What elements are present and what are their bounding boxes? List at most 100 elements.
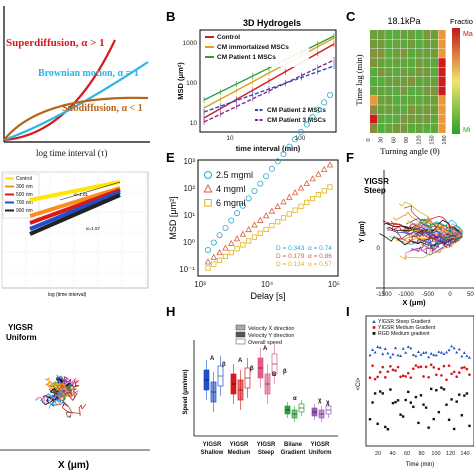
panel-i-point [442,388,446,391]
panel-e-point [303,121,310,128]
panel-i-point [419,353,423,356]
panel-c-heat-cell [377,39,385,49]
panel-d-alpha-2: α=1.57 [86,226,100,231]
panel-c-heat-cell [430,77,438,86]
panel-i-point [371,364,374,367]
panel-c-heat-cell [370,114,378,124]
panel-d-legend-label: 300 nm [16,184,33,190]
panel-b-letter: B [166,9,175,24]
panel-c-heat-cell [400,124,408,133]
panel-e-point [240,242,246,248]
panel-i-point [437,410,441,414]
panel-i-point [401,347,405,350]
panel-c-x-tick: 60 [391,137,397,143]
panel-c-heat-cell [423,30,431,39]
panel-c-heat-cell [415,48,423,58]
panel-c-colorbar-low: Mi [463,127,471,134]
panel-i-point [422,351,426,354]
panel-i-x-ticks: 20 40 60 80 100 120 140 [375,451,470,457]
panel-i-point [376,345,380,348]
panel-c-x-axis-label: Turning angle (θ) [380,146,440,156]
panel-c-heat-cell [370,39,378,49]
panel-i-legend-marker [372,320,376,323]
panel-h-group-letter: A [238,358,243,364]
panel-e-point [263,173,270,180]
panel-a-x-axis-label: log time interval (τ) [36,148,107,158]
panel-i-point [468,373,471,376]
panel-i-point [442,352,446,356]
panel-e-point [297,184,305,191]
panel-d-legend-label: 500 nm [16,192,33,198]
panel-b: B 3D Hydrogels Control CM immortalized MS… [166,9,337,153]
panel-i-point [450,372,453,376]
panel-c-heat-cell [423,48,431,58]
panel-c-heat-cell [392,114,400,124]
panel-c-heat-cell [438,86,446,96]
panel-i-point [445,350,448,354]
panel-d-legend-label: Control [16,176,32,182]
panel-d-series-lines [29,180,121,236]
panel-c-x-tick: 0 [366,138,372,141]
panel-c-heat-cell [423,114,431,124]
panel-i-legend-label: YIGSR Steep Gradient [378,319,431,325]
panel-i-point [429,363,433,367]
panel-f-x-tick: -500 [422,292,435,298]
panel-d-line-1 [29,186,121,218]
panel-i-point [430,387,433,391]
panel-b-legend-label: CM Patient 1 MSCs [217,54,276,61]
panel-i-point [373,377,377,381]
panel-i-point [376,375,379,379]
panel-f-track [387,229,463,244]
panel-i-point [414,364,418,367]
panel-h-boxes: Aβ Aβ A B β α χ χ [203,344,332,422]
panel-i-point [386,428,390,431]
panel-e-y-tick: 10² [183,184,195,193]
panel-c-heat-cell [385,86,393,96]
panel-c-heat-cell [370,48,378,58]
panel-i-point [445,378,448,382]
panel-c-heat-cell [370,67,378,77]
panel-e-point [280,215,287,221]
panel-i-point [396,365,400,369]
panel-i-point [463,394,466,397]
panel-c-y-axis-label: Time lag (min) [354,54,364,105]
panel-c-heat-cell [438,58,446,68]
panel-h-legend-swatch [235,338,246,345]
panel-c-heat-cell [392,30,400,39]
panel-i-point [455,350,459,354]
panel-f-x-tick: -1500 [376,292,392,298]
panel-i-point [414,395,418,399]
panel-e-x-tick: 10⁵ [328,280,340,289]
panel-i-point [455,400,458,403]
panel-c-heat-cell [415,77,423,86]
panel-i-point [409,346,413,350]
panel-i-point [368,353,372,357]
panel-i-legend-marker [372,326,376,329]
panel-b-x-tick-100: 100 [295,135,306,142]
panel-c-heat-cell [400,48,408,58]
panel-c-heat-cell [408,39,416,49]
panel-c-heat-cell [415,67,423,77]
panel-a-label-superdiffusion: Superdiffusion, α > 1 [6,37,105,49]
panel-i-point [399,413,402,416]
panel-e-x-tick: 10³ [194,280,206,289]
panel-i-point [424,406,428,409]
panel-c-colorbar-high: Ma [463,31,473,38]
panel-c-heat-cell [438,77,446,86]
panel-e-point [269,222,275,229]
panel-c-heat-cell [438,39,446,49]
panel-e-point [257,230,263,236]
panel-c-heat-cell [385,105,393,115]
panel-c-heat-cell [438,105,446,115]
panel-e-point [286,211,292,217]
panel-e-point [204,246,211,253]
panel-e-point [257,216,264,223]
panel-i-letter: I [346,304,350,319]
panel-i-point [381,392,384,395]
panel-i-point [419,365,423,369]
panel-i-point [381,352,385,356]
panel-i-point [396,353,400,357]
panel-i-point [460,354,464,358]
panel-i-point [407,390,410,394]
